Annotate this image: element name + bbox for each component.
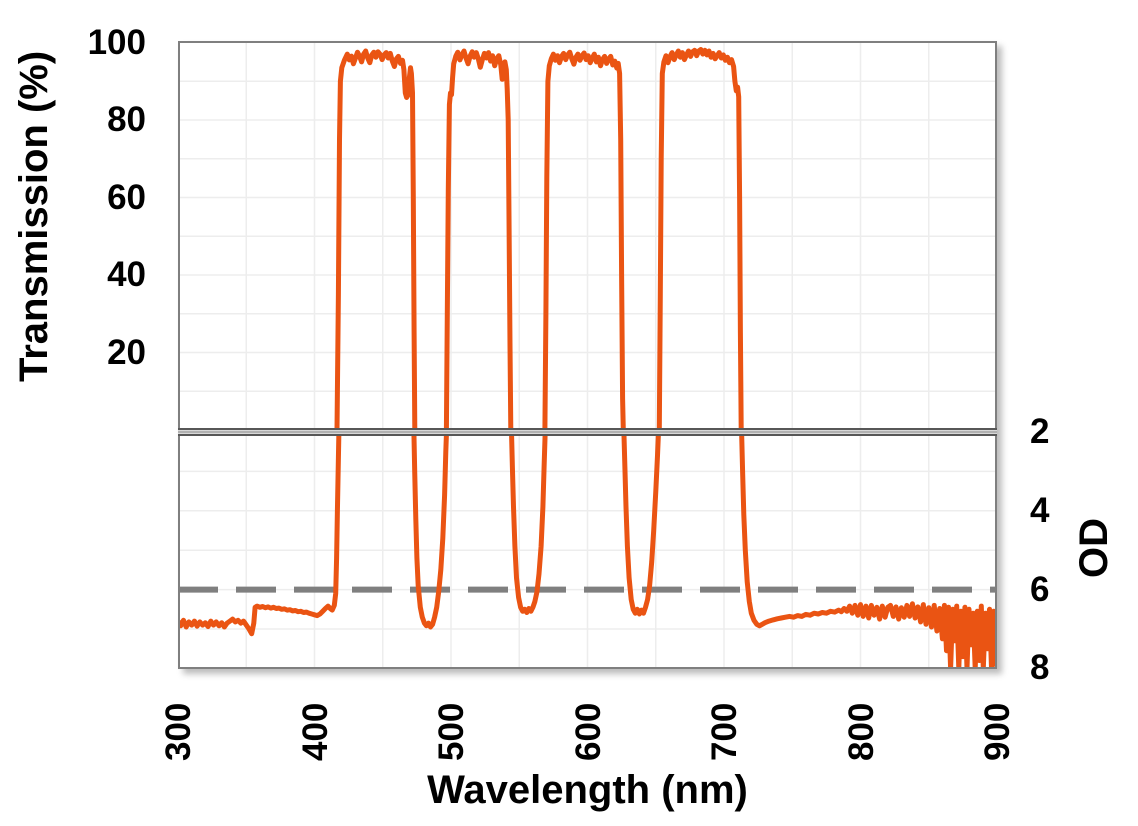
y-right-tick-2: 2 bbox=[1030, 412, 1050, 451]
y-right-tick-6: 6 bbox=[1030, 569, 1050, 609]
y-left-tick-100: 100 bbox=[87, 22, 146, 62]
x-tick-400: 400 bbox=[295, 702, 335, 761]
y-left-tick-60: 60 bbox=[107, 177, 146, 217]
y-left-tick-40: 40 bbox=[107, 255, 146, 294]
x-tick-300: 300 bbox=[159, 702, 198, 761]
x-axis-title: Wavelength (nm) bbox=[427, 768, 748, 812]
optical-density-curve bbox=[178, 432, 997, 669]
y-left-tick-20: 20 bbox=[107, 332, 146, 372]
x-tick-800: 800 bbox=[841, 702, 881, 761]
x-tick-900: 900 bbox=[978, 702, 1017, 761]
x-tick-700: 700 bbox=[705, 702, 744, 761]
x-tick-500: 500 bbox=[432, 702, 471, 761]
chart-plot-svg bbox=[178, 41, 997, 669]
plot-border bbox=[178, 41, 997, 669]
y-left-tick-80: 80 bbox=[107, 100, 146, 139]
axis-break-divider bbox=[178, 428, 997, 436]
plot-area bbox=[178, 41, 997, 669]
y-right-tick-8: 8 bbox=[1030, 648, 1050, 688]
y-right-tick-4: 4 bbox=[1030, 490, 1050, 530]
x-tick-600: 600 bbox=[568, 702, 608, 761]
transmission-curve bbox=[334, 47, 744, 429]
